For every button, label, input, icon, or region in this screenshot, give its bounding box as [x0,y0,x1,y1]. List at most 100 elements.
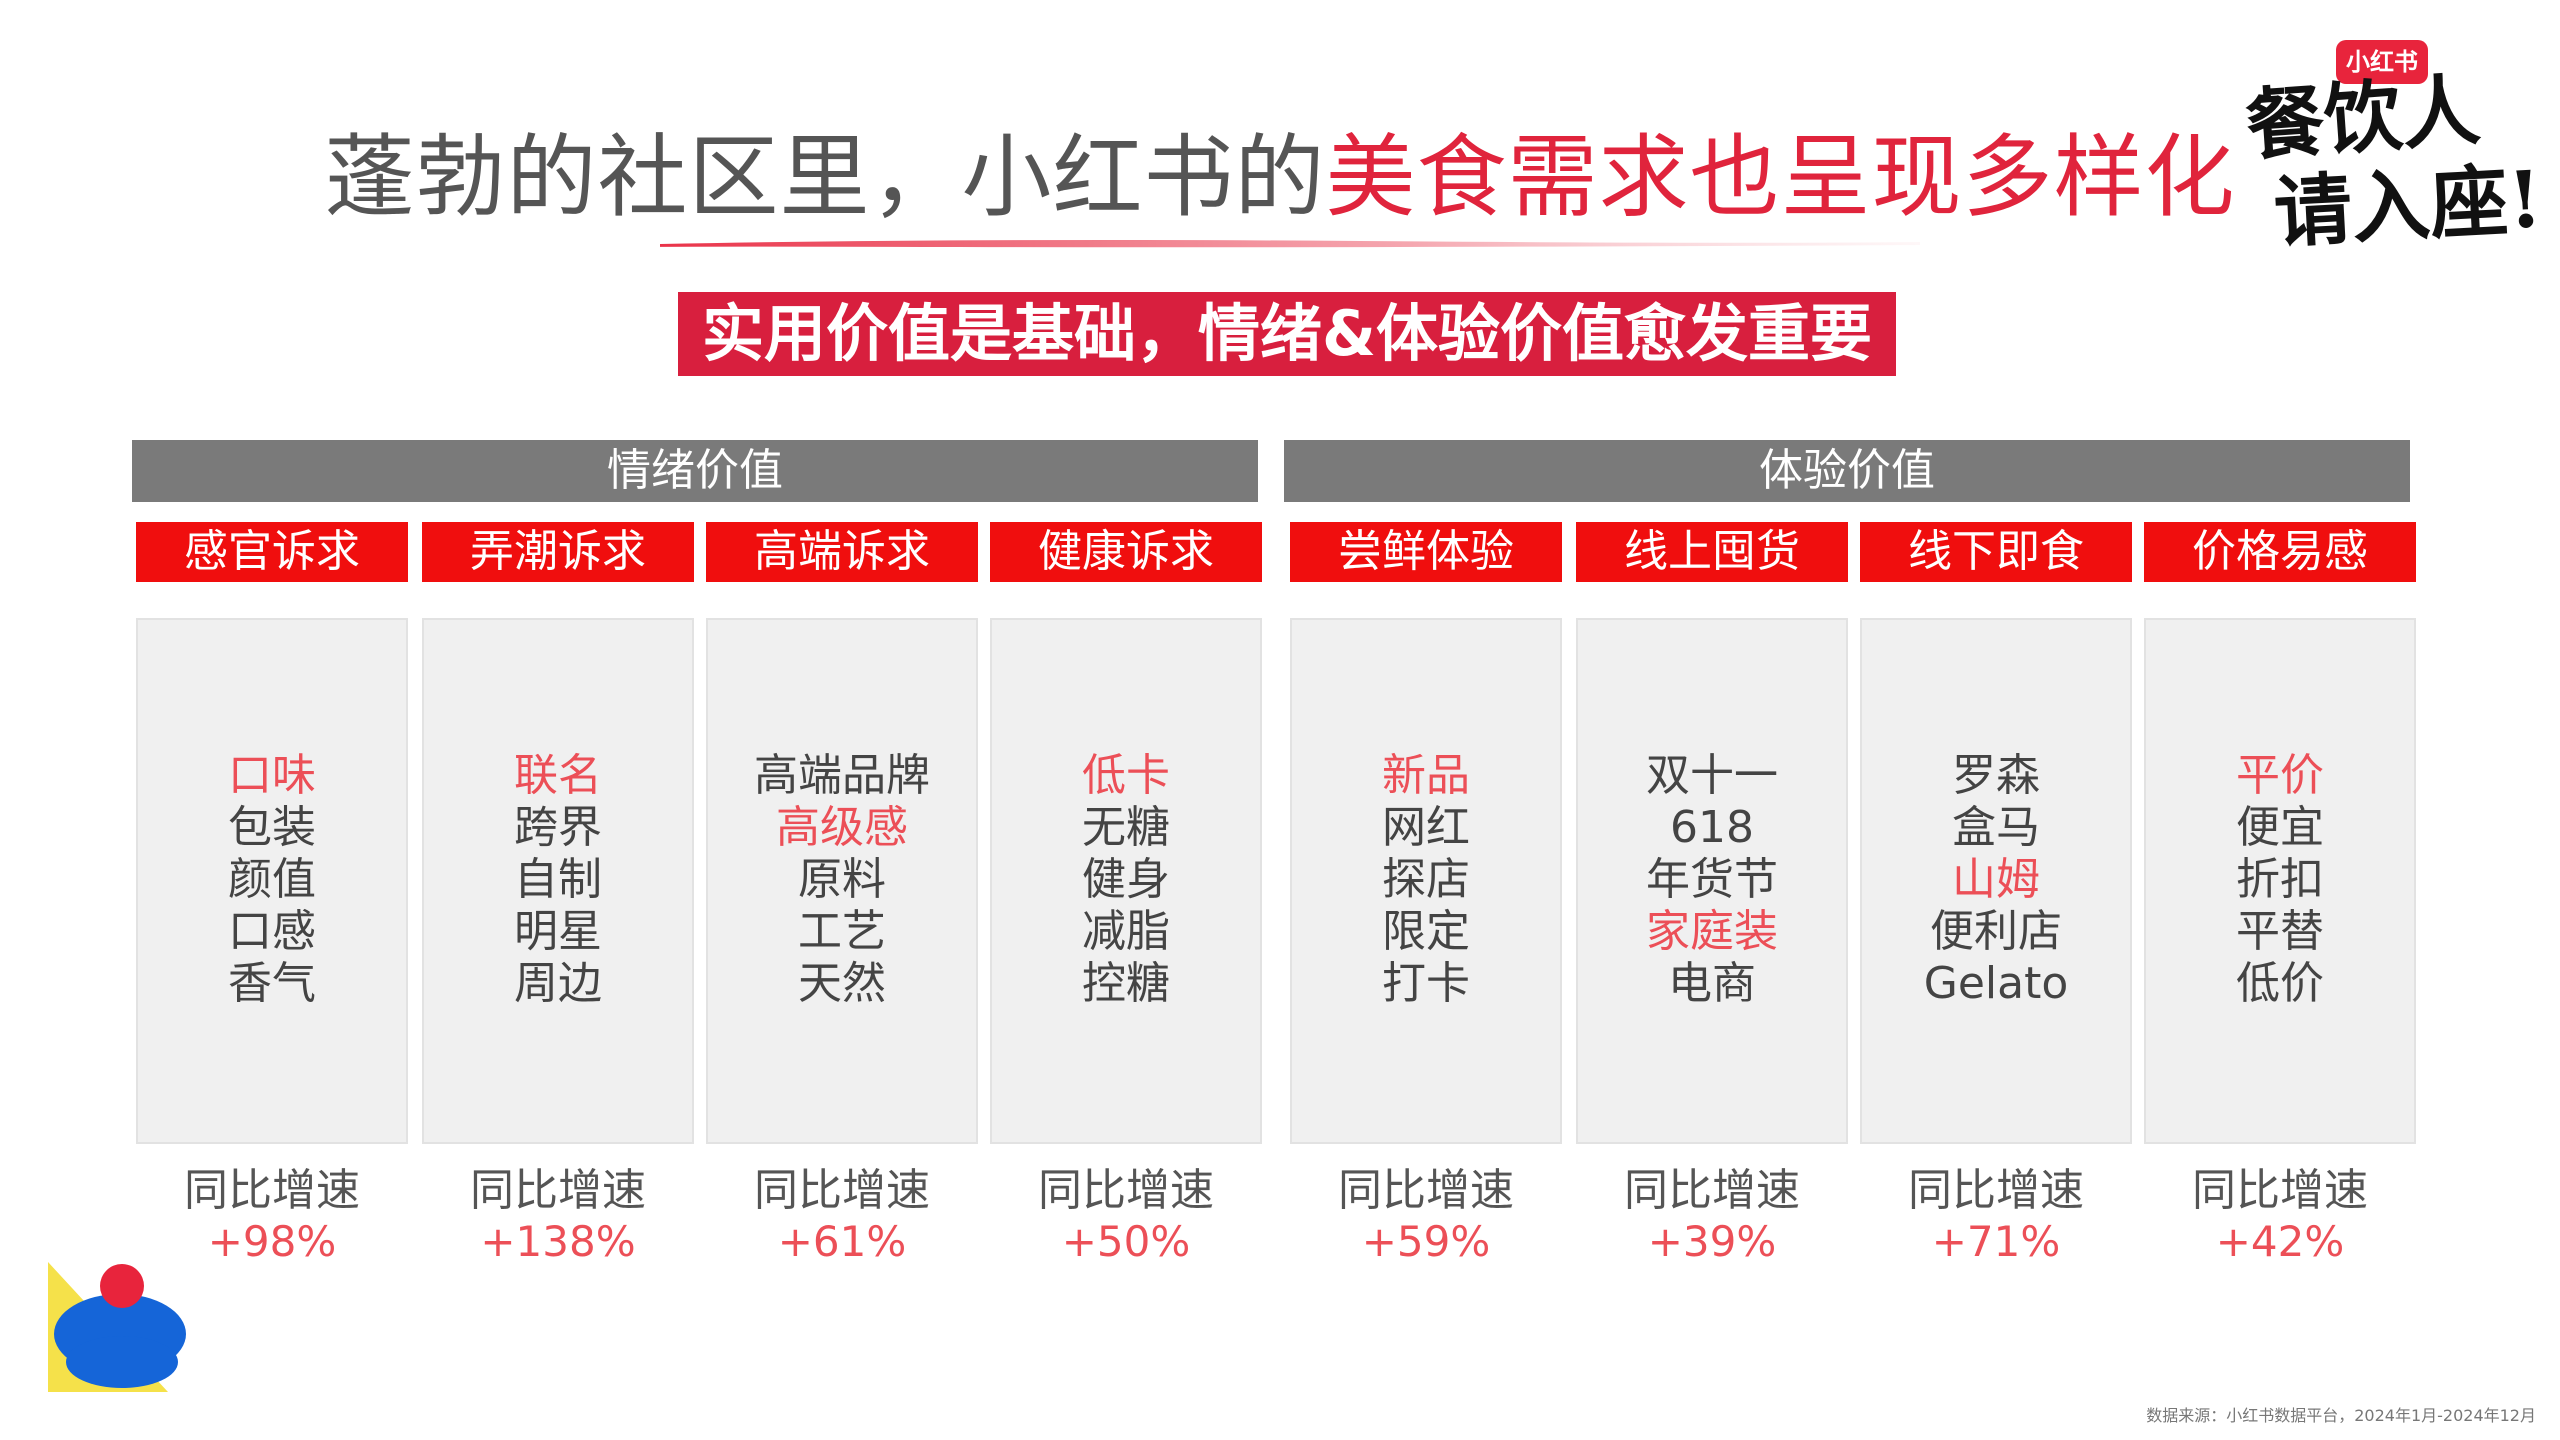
keyword: 周边 [514,958,602,1009]
keyword: 年货节 [1646,854,1778,905]
keyword: 天然 [798,958,886,1009]
growth-value: +61% [777,1217,907,1266]
category-label: 感官诉求 [136,522,408,582]
group-header-emotional: 情绪价值 [132,440,1258,502]
keyword: 高端品牌 [754,750,930,801]
growth-stat: 同比增速 +71% [1860,1166,2132,1268]
keyword: 限定 [1382,906,1470,957]
keyword-highlight: 家庭装 [1646,906,1778,957]
category-label: 线下即食 [1860,522,2132,582]
keyword: 包装 [228,802,316,853]
keyword-box: 平价 便宜 折扣 平替 低价 [2144,618,2416,1144]
keyword-box: 高端品牌 高级感 原料 工艺 天然 [706,618,978,1144]
brush-underline [660,240,1920,248]
keyword: 工艺 [798,906,886,957]
logo-line-2: 请入座! [2271,154,2545,259]
growth-label: 同比增速 [754,1165,930,1216]
growth-stat: 同比增速 +61% [706,1166,978,1268]
category-label: 价格易感 [2144,522,2416,582]
title-part-1: 蓬勃的社区里，小红书的 [324,125,1326,230]
keyword: 探店 [1382,854,1470,905]
keyword-highlight: 新品 [1382,750,1470,801]
growth-stat: 同比增速 +42% [2144,1166,2416,1268]
keyword-list: 联名 跨界 自制 明星 周边 [424,750,692,1010]
growth-stat: 同比增速 +39% [1576,1166,1848,1268]
keyword: 折扣 [2236,854,2324,905]
keyword-list: 高端品牌 高级感 原料 工艺 天然 [708,750,976,1010]
keyword-highlight: 平价 [2236,750,2324,801]
brand-logo: 小红书 餐饮人 请入座! [2240,40,2544,260]
data-source-note: 数据来源：小红书数据平台，2024年1月-2024年12月 [2146,1406,2536,1425]
growth-value: +42% [2215,1217,2345,1266]
growth-label: 同比增速 [1038,1165,1214,1216]
category-label: 弄潮诉求 [422,522,694,582]
keyword-list: 平价 便宜 折扣 平替 低价 [2146,750,2414,1010]
keyword: 减脂 [1082,906,1170,957]
growth-stat: 同比增速 +138% [422,1166,694,1268]
keyword-box: 口味 包装 颜值 口感 香气 [136,618,408,1144]
keyword: 平替 [2236,906,2324,957]
growth-stat: 同比增速 +50% [990,1166,1262,1268]
growth-label: 同比增速 [470,1165,646,1216]
growth-stat: 同比增速 +59% [1290,1166,1562,1268]
keyword-box: 低卡 无糖 健身 减脂 控糖 [990,618,1262,1144]
growth-label: 同比增速 [2192,1165,2368,1216]
growth-label: 同比增速 [1908,1165,2084,1216]
growth-value: +98% [207,1217,337,1266]
growth-value: +138% [480,1217,636,1266]
keyword: 口感 [228,906,316,957]
keyword-box: 新品 网红 探店 限定 打卡 [1290,618,1562,1144]
category-label: 健康诉求 [990,522,1262,582]
growth-value: +50% [1061,1217,1191,1266]
title-part-2-highlight: 美食需求也呈现多样化 [1325,125,2236,230]
growth-label: 同比增速 [1624,1165,1800,1216]
keyword-highlight: 低卡 [1082,750,1170,801]
keyword-list: 低卡 无糖 健身 减脂 控糖 [992,750,1260,1010]
keyword-box: 罗森 盒马 山姆 便利店 Gelato [1860,618,2132,1144]
keyword-list: 双十一 618 年货节 家庭装 电商 [1578,750,1846,1010]
keyword-box: 联名 跨界 自制 明星 周边 [422,618,694,1144]
subtitle-banner: 实用价值是基础，情绪&体验价值愈发重要 [678,292,1896,376]
keyword-highlight: 口味 [228,750,316,801]
category-label: 线上囤货 [1576,522,1848,582]
growth-stat: 同比增速 +98% [136,1166,408,1268]
keyword: 跨界 [514,802,602,853]
keyword-highlight: 联名 [514,750,602,801]
group-header-experience: 体验价值 [1284,440,2410,502]
growth-label: 同比增速 [1338,1165,1514,1216]
keyword: 自制 [514,854,602,905]
growth-value: +59% [1361,1217,1491,1266]
growth-value: +39% [1647,1217,1777,1266]
keyword: 香气 [228,958,316,1009]
keyword-highlight: 高级感 [776,802,908,853]
logo-badge: 小红书 [2336,40,2428,84]
category-label: 高端诉求 [706,522,978,582]
keyword: 罗森 [1952,750,2040,801]
keyword: 健身 [1082,854,1170,905]
keyword: 颜值 [228,854,316,905]
keyword: 双十一 [1646,750,1778,801]
growth-label: 同比增速 [184,1165,360,1216]
page-title: 蓬勃的社区里，小红书的美食需求也呈现多样化 [0,118,2560,238]
logo-line-1: 餐饮人 [2243,64,2483,173]
keyword-list: 罗森 盒马 山姆 便利店 Gelato [1862,750,2130,1010]
growth-value: +71% [1931,1217,2061,1266]
keyword: 无糖 [1082,802,1170,853]
keyword-list: 新品 网红 探店 限定 打卡 [1292,750,1560,1010]
decorative-graphic [48,1262,186,1392]
category-label: 尝鲜体验 [1290,522,1562,582]
keyword: 便利店 [1930,906,2062,957]
keyword-highlight: 山姆 [1952,854,2040,905]
keyword: 原料 [798,854,886,905]
keyword: 盒马 [1952,802,2040,853]
keyword-box: 双十一 618 年货节 家庭装 电商 [1576,618,1848,1144]
keyword-list: 口味 包装 颜值 口感 香气 [138,750,406,1010]
keyword: 明星 [514,906,602,957]
keyword: 便宜 [2236,802,2324,853]
keyword: 控糖 [1082,958,1170,1009]
keyword: 618 [1670,802,1754,853]
keyword: 电商 [1668,958,1756,1009]
keyword: 打卡 [1382,958,1470,1009]
keyword: 网红 [1382,802,1470,853]
keyword: 低价 [2236,958,2324,1009]
